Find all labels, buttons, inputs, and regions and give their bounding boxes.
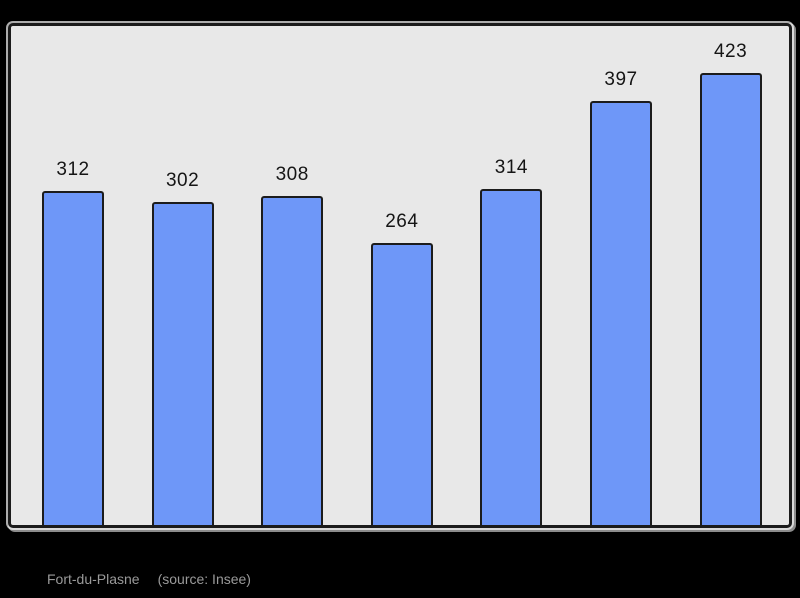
bar [370,243,433,525]
bar-value-label: 302 [165,170,200,191]
bars-layer: 312 302 308 264 314 397 423 [11,26,789,525]
bar [151,202,214,525]
bar [590,101,652,525]
bar-value-label: 308 [275,164,309,185]
bar-value-label: 264 [385,211,419,232]
commune-name-label: Fort-du-Plasne [47,571,140,587]
source-label: (source: Insee) [157,571,251,587]
bar-value-label: 423 [713,41,748,62]
bar [699,73,762,525]
bar-value-label: 312 [56,159,90,180]
bar [480,189,543,525]
bar [261,196,324,525]
bar-value-label: 397 [604,69,638,90]
chart-panel: 312 302 308 264 314 397 423 [8,23,792,528]
chart-caption: Fort-du-Plasne (source: Insee) [47,570,251,588]
bar-value-label: 314 [494,157,528,178]
bar [42,191,104,525]
